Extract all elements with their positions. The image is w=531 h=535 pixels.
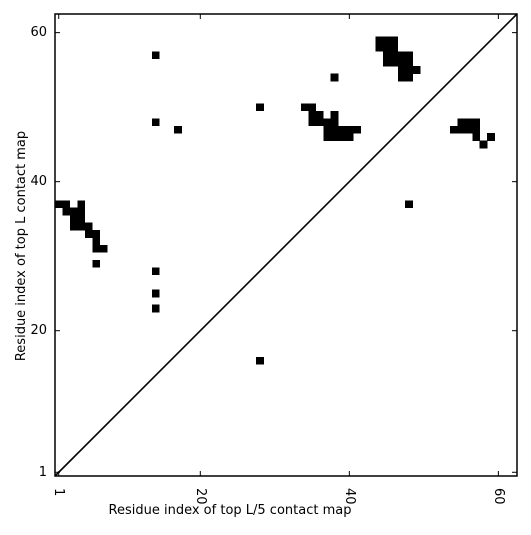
contact-cell-lower: [472, 125, 480, 134]
contact-cell-upper: [345, 125, 354, 134]
x-axis-label: Residue index of top L/5 contact map: [109, 503, 352, 518]
y-tick-label: 20: [30, 323, 47, 338]
contact-cell-lower: [77, 207, 86, 216]
contact-cell-upper: [323, 125, 331, 134]
contact-cell-upper: [353, 125, 361, 134]
contact-cell-lower: [92, 259, 100, 268]
contact-cell-lower: [62, 200, 71, 208]
contact-cell-upper: [300, 103, 309, 112]
y-tick-label: 60: [30, 25, 47, 40]
contact-cell-upper: [390, 43, 399, 52]
x-tick-label: 60: [491, 488, 506, 505]
contact-cell-upper: [330, 133, 339, 141]
contact-cell-lower: [77, 222, 86, 231]
contact-cell-lower: [472, 118, 480, 127]
contact-cell-lower: [62, 207, 71, 216]
y-axis-label: Residue index of top L contact map: [14, 131, 29, 361]
plot-frame: [54, 13, 518, 477]
contact-cell-upper: [323, 118, 331, 127]
contact-cell-lower: [457, 125, 466, 134]
contact-cell-upper: [390, 58, 399, 67]
diagonal-line: [54, 13, 518, 477]
contact-cell-upper: [330, 73, 339, 82]
contact-cell-lower: [92, 245, 100, 253]
x-tick-label: 20: [193, 488, 208, 505]
contact-cell-upper: [338, 133, 346, 141]
contact-cell-lower: [77, 215, 86, 223]
contact-cell-upper: [375, 36, 384, 45]
contact-cell-upper: [405, 51, 413, 59]
contact-cell-upper: [315, 110, 324, 119]
contact-cell-upper: [323, 133, 331, 141]
contact-cell-lower: [487, 133, 495, 141]
y-tick-label: 40: [30, 174, 47, 189]
contact-cell-lower: [457, 118, 466, 127]
contact-cell-lower: [472, 133, 480, 141]
contact-cell-upper: [397, 58, 406, 67]
contact-cell-upper: [174, 125, 182, 134]
contact-cell-lower: [464, 118, 473, 127]
contact-cell-lower: [69, 215, 78, 223]
contact-cell-lower: [464, 125, 473, 134]
contact-cell-lower: [92, 237, 100, 246]
axes-layer: [54, 13, 518, 477]
contact-cell-upper: [390, 51, 399, 59]
contact-cell-lower: [151, 304, 160, 313]
x-tick-label: 1: [51, 488, 66, 496]
contact-cell-upper: [382, 58, 391, 67]
contact-cell-upper: [382, 51, 391, 59]
contact-cell-upper: [397, 66, 406, 74]
contact-cell-lower: [151, 267, 160, 276]
contact-cell-lower: [92, 230, 100, 238]
contact-cell-upper: [345, 133, 354, 141]
contact-cell-upper: [397, 51, 406, 59]
contact-cell-lower: [405, 200, 413, 208]
y-tick-label: 1: [39, 465, 47, 480]
contact-cell-upper: [308, 103, 317, 112]
contact-cell-upper: [330, 125, 339, 134]
contact-cell-upper: [375, 43, 384, 52]
contact-cell-upper: [330, 118, 339, 127]
contact-cell-lower: [69, 222, 78, 231]
contact-cell-lower: [99, 245, 108, 253]
contact-cell-lower: [69, 207, 78, 216]
contact-cell-upper: [151, 51, 160, 59]
contact-cell-upper: [405, 66, 413, 74]
contact-cell-upper: [308, 118, 317, 127]
contact-cell-upper: [390, 36, 399, 45]
contact-cell-upper: [382, 43, 391, 52]
contact-cell-lower: [55, 200, 63, 208]
contact-cell-upper: [397, 73, 406, 82]
contact-cell-lower: [256, 356, 264, 365]
contact-cell-lower: [84, 222, 93, 231]
contact-cell-upper: [308, 110, 317, 119]
contact-cell-lower: [77, 200, 86, 208]
contact-cell-upper: [382, 36, 391, 45]
contact-cell-upper: [315, 118, 324, 127]
contact-cell-upper: [151, 118, 160, 127]
contact-cell-lower: [84, 230, 93, 238]
x-tick-label: 40: [342, 488, 357, 505]
contact-cell-upper: [405, 58, 413, 67]
contact-marks-layer: [55, 36, 495, 365]
contact-cell-upper: [338, 125, 346, 134]
contact-cell-upper: [412, 66, 421, 74]
labels-layer: Residue index of top L/5 contact map Res…: [14, 131, 351, 518]
contact-cell-upper: [405, 73, 413, 82]
contact-cell-lower: [449, 125, 458, 134]
contact-cell-lower: [151, 289, 160, 298]
contact-cell-upper: [256, 103, 264, 112]
ticks-layer: 1 20 40 60 1 20 40 60: [30, 14, 517, 505]
contact-cell-upper: [330, 110, 339, 119]
diagonal-layer: [54, 13, 518, 477]
contact-cell-lower: [479, 140, 488, 149]
